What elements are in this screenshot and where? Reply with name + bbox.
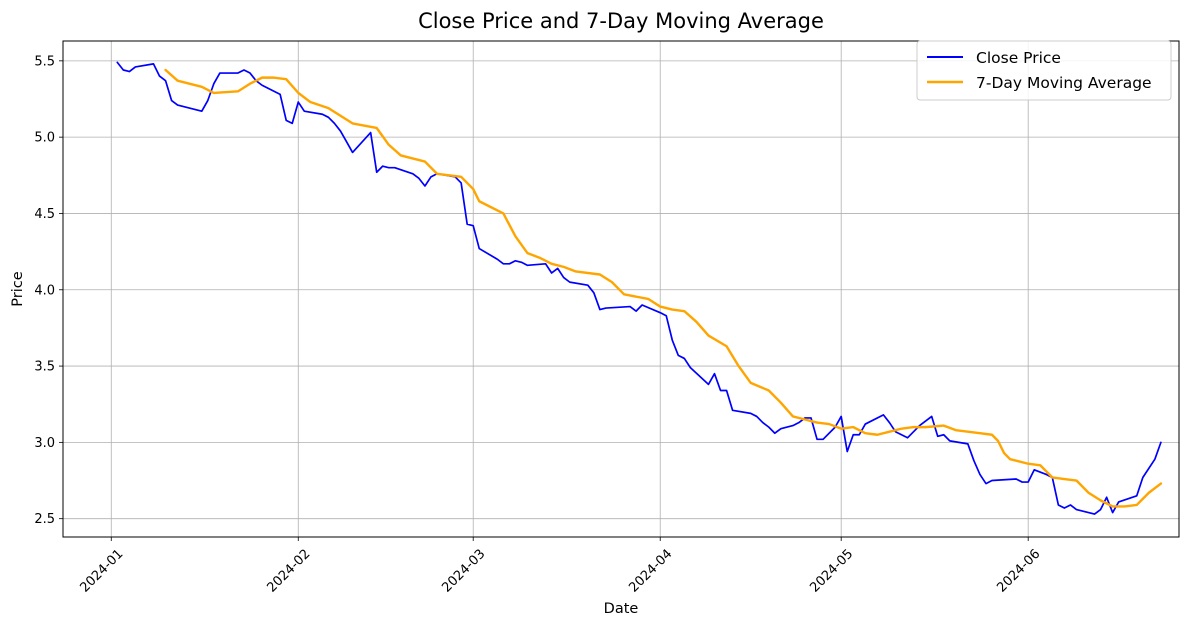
legend-label-close-price: Close Price: [976, 49, 1061, 67]
legend-box: [916, 40, 1172, 101]
y-tick-label: 5.0: [34, 131, 55, 146]
chart-title: Close Price and 7-Day Moving Average: [418, 9, 824, 33]
plot-frame: [62, 40, 1180, 538]
legend: Close Price 7-Day Moving Average: [916, 40, 1172, 101]
moving-average-line: [164, 68, 1163, 508]
y-tick-label: 3.0: [34, 436, 55, 451]
y-tick-label: 2.5: [34, 512, 55, 527]
y-tick-label: 5.5: [34, 54, 55, 69]
y-tick-label: 4.5: [34, 207, 55, 222]
y-tick-label: 4.0: [34, 283, 55, 298]
series-lines: [116, 61, 1163, 515]
x-axis-label: Date: [604, 601, 639, 617]
y-axis-label: Price: [10, 271, 26, 306]
legend-label-moving-average: 7-Day Moving Average: [976, 74, 1152, 92]
y-tick-label: 3.5: [34, 360, 55, 375]
close-price-line: [116, 61, 1162, 515]
